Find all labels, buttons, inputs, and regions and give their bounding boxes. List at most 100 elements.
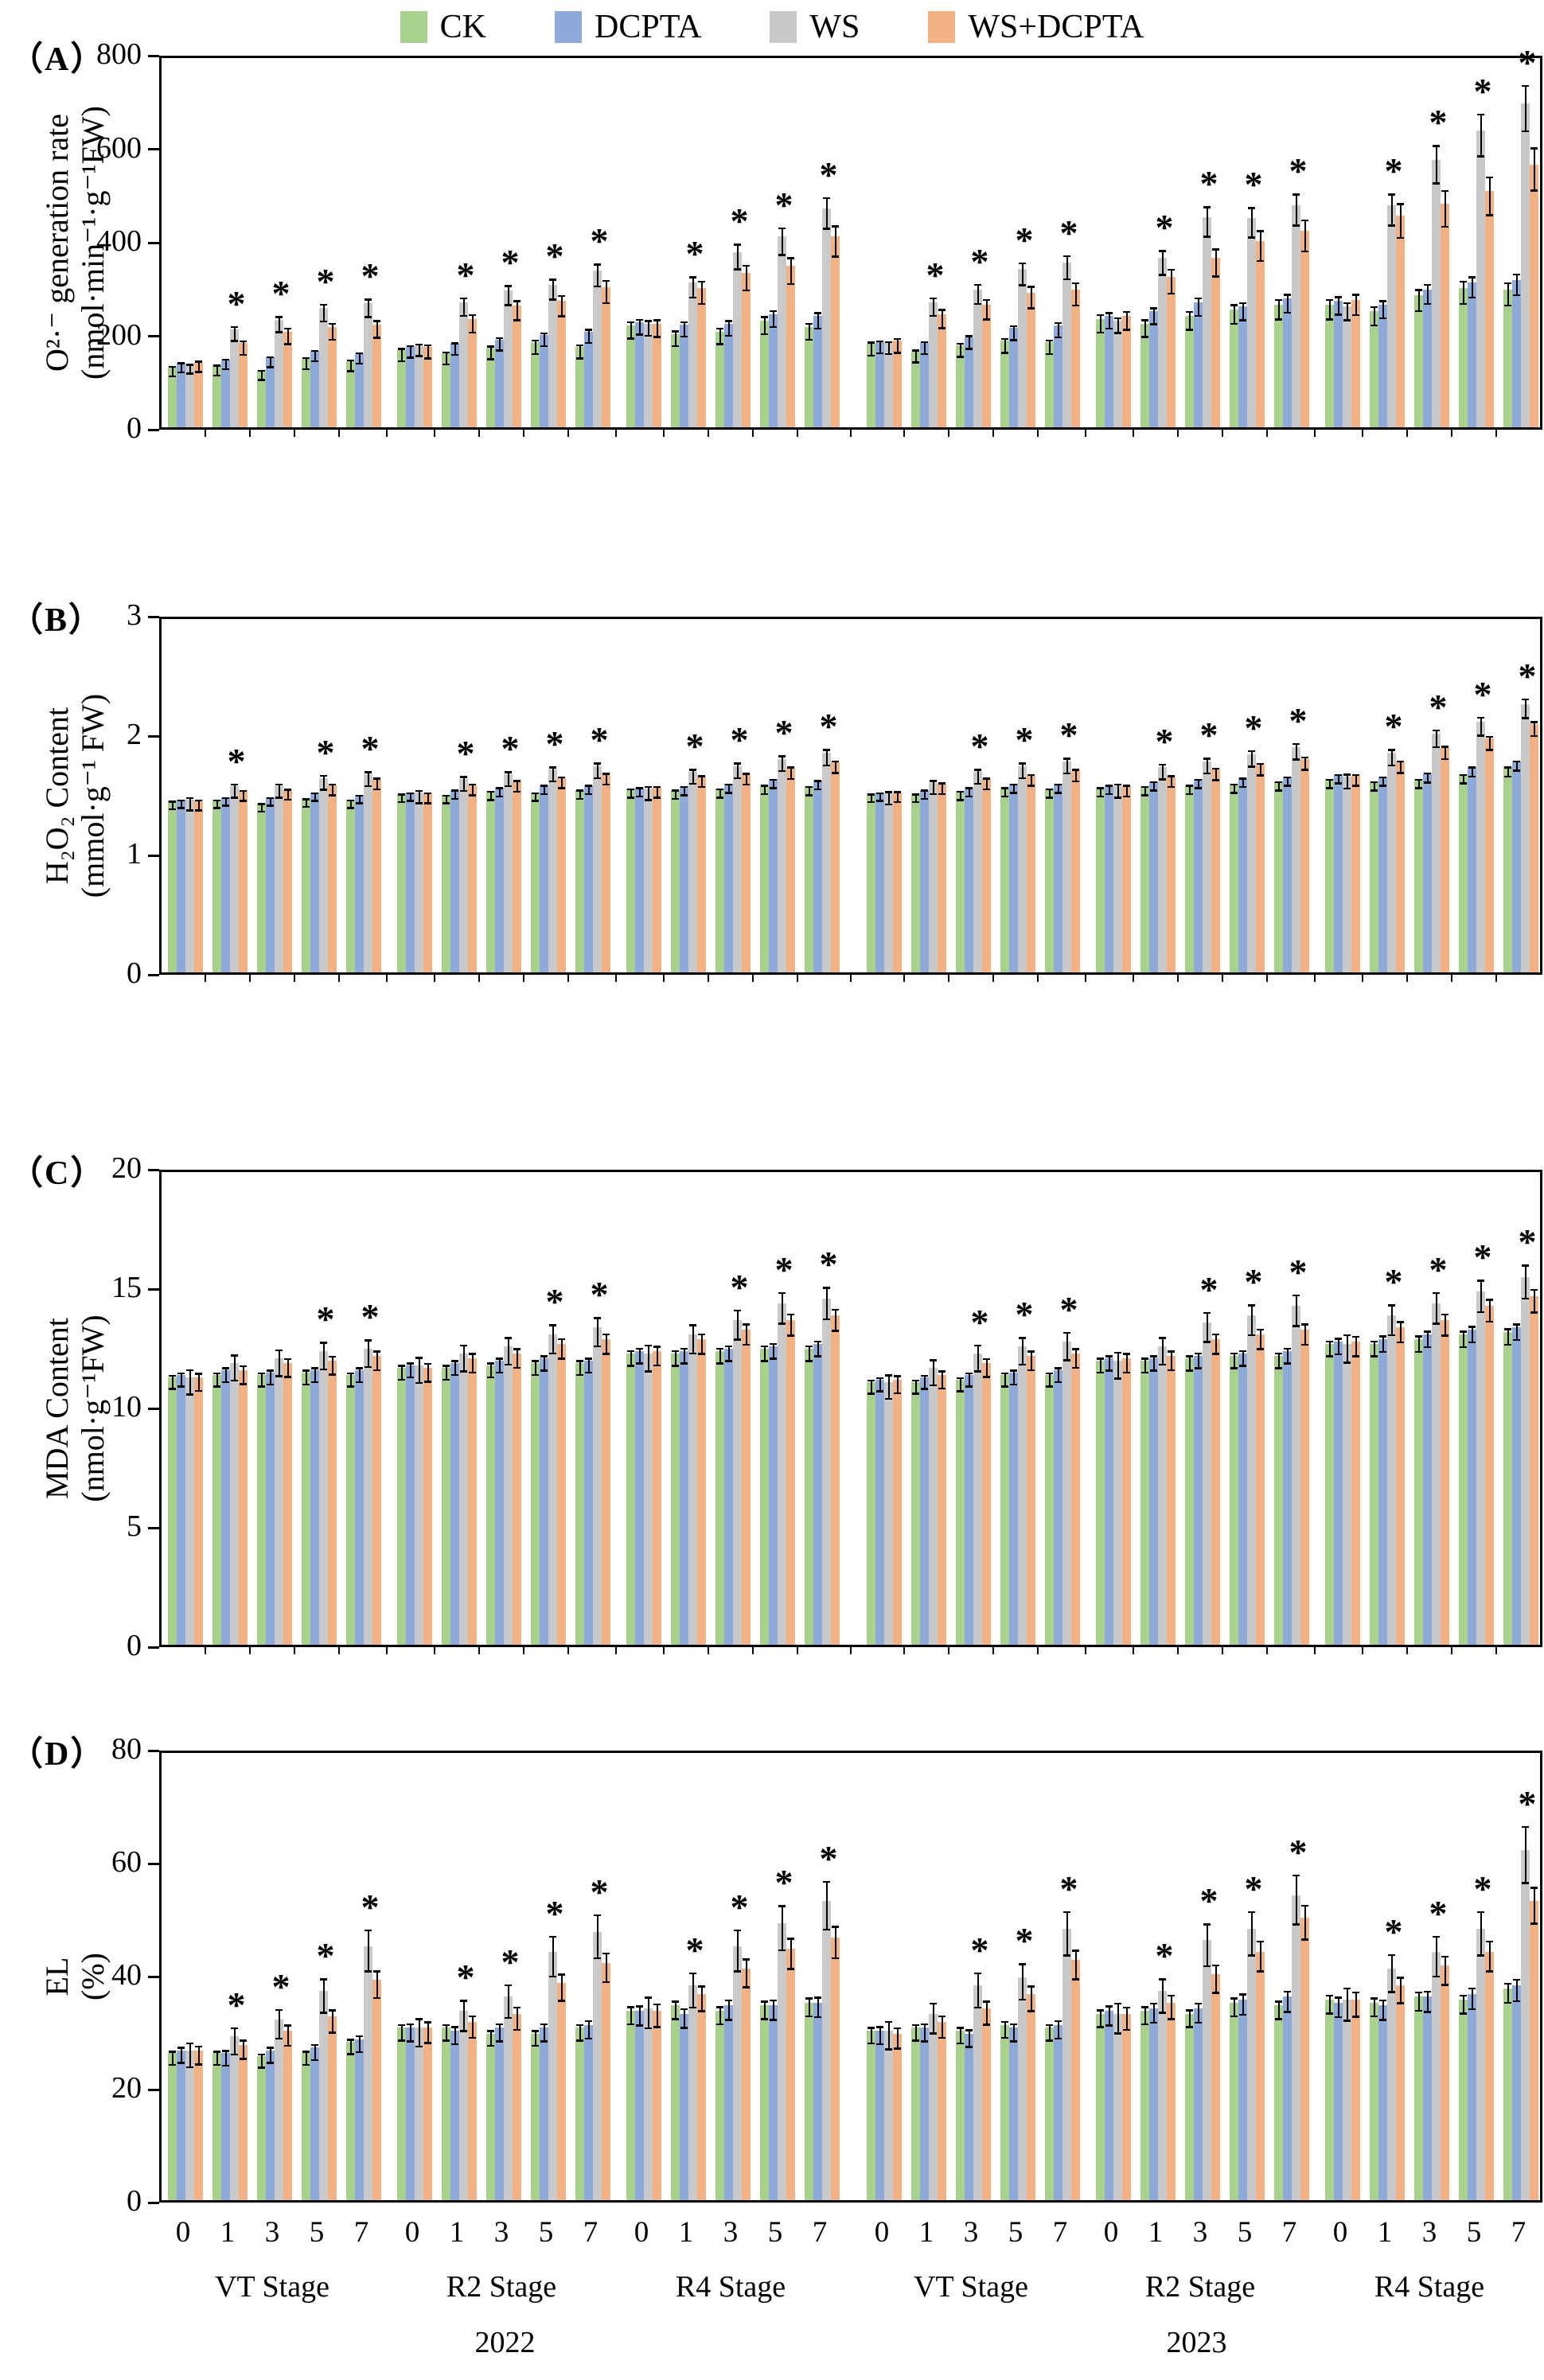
error-bar [287,1358,289,1377]
x-tick-mark [1177,430,1179,437]
significance-star: * [1059,715,1078,756]
bar-ws [459,1354,468,1645]
error-bar [638,319,641,335]
error-bar-cap [347,1385,354,1388]
error-bar-cap [398,800,405,804]
y-tick-mark [148,854,159,857]
error-bar [314,1368,316,1382]
error-bar-cap [213,799,220,802]
error-bar-cap [1186,310,1193,314]
error-bar-cap [814,788,821,791]
error-bar-cap [627,337,634,340]
bar-dcpta [724,1349,733,1645]
bar-ws-dcpta [1211,1974,1220,2200]
bar-ck [805,326,813,427]
error-bar [1524,1265,1526,1299]
x-tick-mark [1314,430,1316,437]
error-bar [409,2024,411,2042]
error-bar [454,1361,456,1375]
error-bar-cap [1522,1825,1529,1829]
error-bar-cap [814,780,821,782]
bar-ck [168,2053,177,2200]
error-bar-cap [868,1393,875,1395]
error-bar-cap [983,1376,990,1378]
error-bar-cap [974,2006,981,2009]
error-bar-cap [222,2064,229,2067]
error-bar-cap [177,799,185,802]
bar-ws-dcpta [328,326,337,427]
error-bar-cap [1141,1371,1148,1374]
x-tick-mark [1133,975,1134,982]
error-bar-cap [983,318,990,321]
error-bar-cap [938,309,946,311]
bar-dcpta [221,797,230,972]
error-bar-cap [1239,319,1246,321]
error-bar [1242,778,1244,787]
year-label-2023: 2023 [1166,2326,1227,2359]
error-bar-cap [373,320,380,322]
error-bar-cap [1257,1970,1264,1973]
bar-ws-dcpta [602,1962,610,2200]
error-bar-cap [329,794,336,797]
error-bar [656,320,658,337]
error-bar-cap [302,2051,310,2053]
error-bar-cap [365,771,372,773]
error-bar-cap [1027,2010,1035,2012]
error-bar-cap [594,762,601,765]
bar-ck [867,344,875,427]
error-bar [1144,786,1146,796]
x-tick-mark [663,975,665,982]
stage-label: R4 Stage [1374,2270,1485,2304]
bar-ck [302,798,310,972]
error-bar-cap [177,1372,185,1375]
bar-ws-dcpta [468,1358,477,1645]
error-bar [1382,777,1384,786]
error-bar-cap [1046,1385,1053,1388]
error-bar-cap [1284,785,1291,787]
y-tick-mark [148,973,159,976]
error-bar-cap [1027,785,1035,787]
error-bar-cap [1460,302,1467,306]
error-bar-cap [415,1381,423,1385]
error-bar-cap [258,1385,265,1388]
bar-ck [911,793,920,972]
bar-dcpta [724,784,733,972]
error-bar-cap [1397,1341,1404,1344]
error-bar-cap [1195,2021,1202,2024]
bar-dcpta [965,2033,973,2200]
error-bar-cap [302,805,310,808]
error-bar-cap [653,797,661,799]
bar-dcpta [584,331,593,427]
day-tick-label: 3 [1192,2216,1208,2249]
error-bar-cap [734,1338,741,1341]
error-bar [269,1370,271,1385]
error-bar-cap [787,1938,794,1940]
error-bar-cap [1027,773,1035,777]
x-tick-mark [752,975,754,982]
bar-ws [504,290,513,427]
significance-star: * [1059,1868,1078,1909]
error-bar-cap [558,2000,565,2002]
bar-ws [1343,1344,1351,1645]
error-bar [260,370,263,380]
bar-ws [973,289,982,427]
error-bar-cap [505,304,512,306]
bar-ws [593,1327,602,1645]
error-bar-cap [594,1914,601,1917]
error-bar [224,359,227,369]
error-bar [985,2001,988,2025]
bar-ck [257,1375,266,1645]
error-bar-cap [487,799,494,801]
error-bar-cap [653,336,661,338]
error-bar [700,776,703,787]
error-bar-cap [1248,765,1255,768]
error-bar-cap [1001,2036,1008,2039]
error-bar [1488,736,1491,750]
error-bar-cap [1001,337,1008,341]
error-bar-cap [373,1996,380,2000]
error-bar-cap [275,2037,283,2040]
bar-ws [230,329,239,427]
error-bar-cap [532,353,539,356]
error-bar-cap [1097,1371,1104,1374]
error-bar-cap [1301,769,1308,771]
